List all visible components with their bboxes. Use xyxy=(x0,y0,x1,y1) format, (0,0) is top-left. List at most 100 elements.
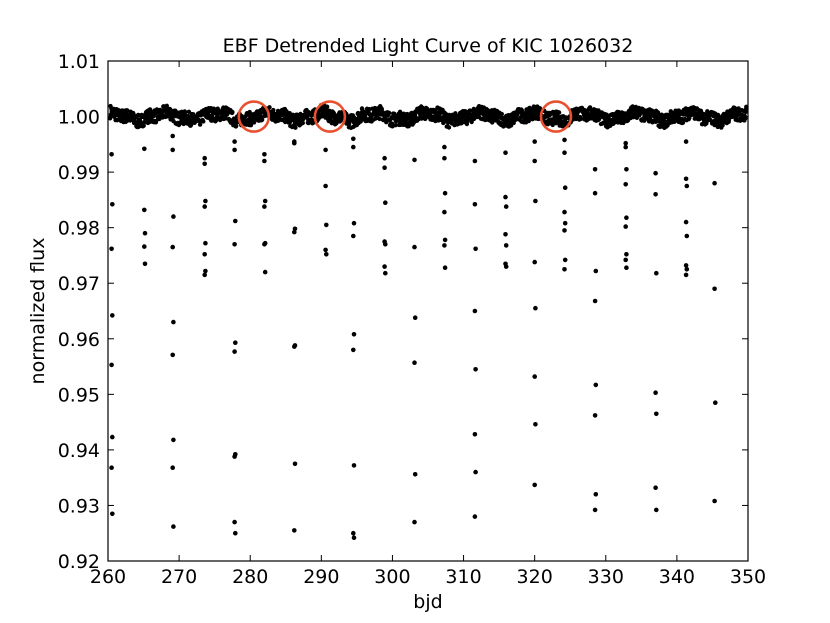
chart-title: EBF Detrended Light Curve of KIC 1026032 xyxy=(223,35,634,57)
x-tick-label: 290 xyxy=(303,566,339,588)
data-point xyxy=(109,246,114,252)
baseline-point xyxy=(499,111,504,117)
baseline-point xyxy=(201,119,206,124)
highlight-circle xyxy=(237,100,271,133)
data-point xyxy=(503,204,509,209)
data-point xyxy=(233,340,238,346)
data-point xyxy=(683,263,689,268)
data-point xyxy=(412,472,418,477)
baseline-point xyxy=(324,104,330,109)
baseline-point xyxy=(267,105,272,110)
data-point xyxy=(533,198,538,204)
data-point xyxy=(233,530,238,536)
data-point xyxy=(351,463,357,468)
data-point xyxy=(262,152,267,157)
baseline-point xyxy=(393,123,398,128)
baseline-point xyxy=(230,109,235,115)
data-point xyxy=(142,244,147,249)
data-point xyxy=(472,202,478,207)
data-point xyxy=(624,252,629,257)
transit-points xyxy=(109,133,718,540)
data-point xyxy=(232,139,237,144)
baseline-point xyxy=(744,104,749,110)
baseline-point xyxy=(519,108,525,113)
y-axis-ticks: 0.92 0.93 0.94 0.95 0.96 0.97 0.98 0.99 1.00 1.01 xyxy=(58,51,748,573)
data-point xyxy=(202,252,207,257)
data-point xyxy=(592,167,598,172)
data-point xyxy=(292,344,297,349)
data-point xyxy=(412,157,417,163)
data-point xyxy=(593,382,599,388)
x-tick-label: 350 xyxy=(730,566,766,588)
x-tick-label: 330 xyxy=(588,566,624,588)
data-point xyxy=(562,220,568,226)
data-point xyxy=(653,485,658,491)
data-point xyxy=(351,535,357,540)
data-point xyxy=(623,224,628,229)
data-point xyxy=(412,519,417,525)
data-point xyxy=(562,137,567,143)
baseline-point xyxy=(515,112,520,117)
baseline-point xyxy=(234,123,239,128)
data-point xyxy=(292,140,297,146)
data-point xyxy=(171,524,176,529)
data-point xyxy=(262,158,267,164)
data-point xyxy=(684,183,690,189)
x-tick-label: 270 xyxy=(161,566,197,588)
data-point xyxy=(532,259,537,265)
data-point xyxy=(351,220,357,226)
data-point xyxy=(623,257,628,263)
x-tick-label: 320 xyxy=(517,566,553,588)
highlight-circle xyxy=(313,100,347,133)
data-point xyxy=(623,144,628,150)
data-point xyxy=(472,158,478,164)
data-point xyxy=(654,411,659,417)
x-tick-label: 300 xyxy=(374,566,410,588)
y-tick-label: 0.93 xyxy=(58,495,100,517)
data-point xyxy=(654,507,659,513)
baseline-point xyxy=(587,105,593,110)
data-point xyxy=(109,362,114,368)
data-point xyxy=(382,264,387,269)
data-point xyxy=(110,202,115,207)
baseline-point xyxy=(469,119,474,125)
baseline-point xyxy=(387,110,392,116)
y-tick-label: 0.95 xyxy=(58,384,100,406)
data-point xyxy=(442,265,448,271)
data-point xyxy=(382,155,387,161)
data-point xyxy=(503,243,509,248)
data-point xyxy=(442,190,448,196)
data-point xyxy=(203,268,208,274)
data-point xyxy=(653,192,658,197)
data-point xyxy=(442,155,447,161)
data-point xyxy=(442,209,447,215)
plot-area xyxy=(107,60,749,562)
data-point xyxy=(110,511,115,517)
baseline-point xyxy=(379,106,384,112)
data-point xyxy=(292,461,298,467)
data-point xyxy=(533,422,538,427)
data-point xyxy=(624,167,629,172)
data-point xyxy=(171,214,176,219)
data-point xyxy=(473,246,478,252)
data-point xyxy=(412,360,417,366)
y-tick-label: 0.94 xyxy=(58,440,100,462)
data-point xyxy=(170,244,175,250)
data-point xyxy=(712,286,717,292)
data-point xyxy=(351,144,356,150)
data-point xyxy=(503,232,508,237)
data-point xyxy=(232,242,237,247)
data-point xyxy=(532,158,537,164)
data-point xyxy=(442,237,448,243)
y-tick-label: 0.96 xyxy=(58,329,100,351)
data-point xyxy=(203,240,208,246)
baseline-point xyxy=(141,123,146,128)
x-tick-label: 280 xyxy=(232,566,268,588)
y-tick-label: 0.98 xyxy=(58,218,100,240)
data-point xyxy=(683,219,689,225)
data-point xyxy=(562,150,567,155)
baseline-point xyxy=(401,111,407,117)
data-point xyxy=(562,228,567,233)
baseline-point xyxy=(137,117,143,123)
data-point xyxy=(532,374,537,379)
